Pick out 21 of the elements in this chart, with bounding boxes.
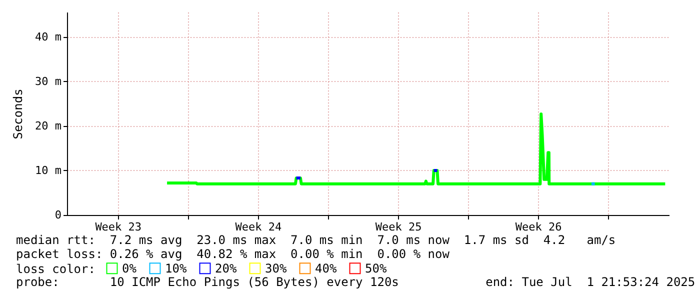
- x-tick-label: Week 24: [235, 220, 282, 234]
- legend-label: 40%: [315, 261, 338, 276]
- legend-title: loss color:: [16, 262, 96, 276]
- legend-label: 50%: [365, 261, 388, 276]
- x-tick-label: Week 23: [95, 220, 142, 234]
- y-tick-label: 20 m: [35, 119, 62, 132]
- legend-label: 20%: [215, 261, 238, 276]
- line-series: [166, 112, 667, 186]
- y-tick-label: 10 m: [35, 164, 62, 177]
- text: packet loss: 0.26 % avg 40.82 % max 0.00 % min 0.00 % now: [16, 247, 450, 261]
- y-tick-label: 40 m: [35, 30, 62, 44]
- legend-label: 0%: [122, 261, 138, 276]
- x-tick-label: Week 25: [375, 220, 422, 234]
- x-tick-label: Week 26: [515, 220, 562, 234]
- y-tick-label: 0: [54, 208, 62, 222]
- text: probe: 10 ICMP Echo Pings (56 Bytes) every 120s end: Tue Jul 1 21:53:24 2025: [16, 275, 696, 289]
- legend-label: 30%: [265, 261, 288, 276]
- y-axis-title: Seconds: [11, 88, 26, 140]
- y-tick-label: 30 m: [35, 74, 62, 88]
- text: median rtt: 7.2 ms avg 23.0 ms max 7.0 ms min 7.0 ms now 1.7 ms sd 4.2 am/s: [16, 233, 616, 247]
- legend-label: 10%: [165, 261, 188, 276]
